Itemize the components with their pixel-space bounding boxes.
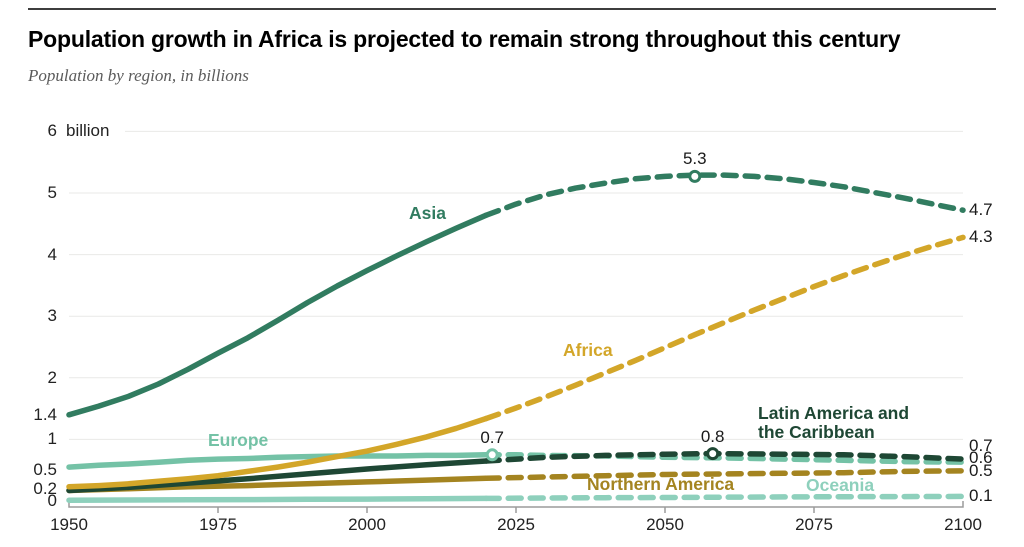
series-line-africa-projection xyxy=(483,234,966,422)
x-axis-label-1975: 1975 xyxy=(199,515,237,534)
y-axis-label-2: 2 xyxy=(47,367,57,387)
series-line-latin-america-and-the-caribbean-history xyxy=(66,458,489,494)
series-label-latin-america-and-the-caribbean: Latin America and the Caribbean xyxy=(758,403,910,443)
series-line-oceania-projection xyxy=(483,493,966,502)
y-axis-label-1.4: 1.4 xyxy=(33,404,57,424)
peak-value-label-latin-america-and-the-caribbean: 0.8 xyxy=(700,426,725,446)
series-line-asia-history xyxy=(66,212,489,418)
chart-title: Population growth in Africa is projected… xyxy=(28,26,901,52)
peak-value-label-europe: 0.7 xyxy=(480,427,504,447)
y-axis-label-5: 5 xyxy=(47,183,57,202)
end-value-label-0-5: 0.5 xyxy=(969,461,993,480)
series-line-oceania-history xyxy=(66,495,489,503)
series-label-africa: Africa xyxy=(563,340,613,360)
peak-value-label-asia: 5.3 xyxy=(682,149,707,169)
x-axis-label-2050: 2050 xyxy=(646,515,684,534)
x-axis-label-2025: 2025 xyxy=(497,515,535,534)
end-value-label-0-6: 0.6 xyxy=(969,448,993,467)
top-rule xyxy=(28,8,996,10)
end-value-label-0-7: 0.7 xyxy=(969,436,993,455)
x-axis-label-2100: 2100 xyxy=(944,515,982,534)
end-value-label-4-7: 4.7 xyxy=(969,200,993,219)
y-axis-label-6: 6 xyxy=(47,121,57,141)
series-label-europe: Europe xyxy=(208,430,269,450)
series-line-northern-america-projection xyxy=(483,468,966,481)
peak-marker-asia xyxy=(688,169,702,183)
series-label-oceania: Oceania xyxy=(806,475,875,495)
y-axis-label-4: 4 xyxy=(47,244,57,264)
peak-marker-europe xyxy=(485,448,499,462)
series-line-asia-projection xyxy=(483,172,966,218)
y-axis-label-0.5: 0.5 xyxy=(33,460,57,480)
chart-subtitle: Population by region, in billions xyxy=(28,66,249,85)
y-axis-label-3: 3 xyxy=(47,306,57,326)
series-line-europe-projection xyxy=(483,452,966,465)
y-axis-label-1: 1 xyxy=(47,429,57,449)
series-label-asia: Asia xyxy=(409,203,446,223)
end-value-label-4-3: 4.3 xyxy=(969,227,993,246)
x-axis-label-1950: 1950 xyxy=(50,515,88,534)
series-line-europe-history xyxy=(66,452,489,470)
series-label-northern-america: Northern America xyxy=(587,474,735,494)
end-value-label-0-1: 0.1 xyxy=(969,486,993,505)
x-axis-label-2000: 2000 xyxy=(348,515,386,534)
peak-marker-latin-america-and-the-caribbean xyxy=(706,447,720,461)
x-axis-label-2075: 2075 xyxy=(795,515,833,534)
y-axis-label-0: 0 xyxy=(47,491,57,510)
y-axis-unit-label: billion xyxy=(66,121,110,141)
series-line-africa-history xyxy=(66,415,489,490)
y-axis-label-0.2: 0.2 xyxy=(33,478,57,498)
